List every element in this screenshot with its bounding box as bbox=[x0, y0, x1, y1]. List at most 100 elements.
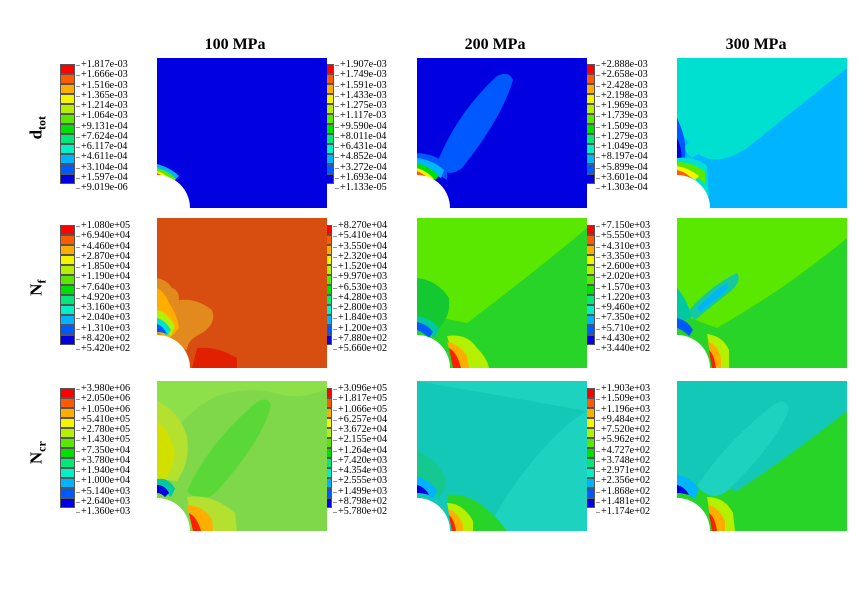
legend-value: +5.410e+05 bbox=[76, 414, 130, 425]
row-label-ncr: Ncr bbox=[26, 423, 49, 483]
legend-value: +4.354e+03 bbox=[333, 465, 387, 476]
legend-value: +1.049e-03 bbox=[596, 141, 648, 152]
legend-swatch bbox=[60, 154, 75, 164]
legend-value: +7.640e+03 bbox=[76, 282, 130, 293]
legend-value: +1.481e+02 bbox=[596, 496, 650, 507]
legend-value: +4.852e-04 bbox=[335, 151, 387, 162]
legend-value: +9.460e+02 bbox=[596, 302, 650, 313]
legend-value: +9.484e+02 bbox=[596, 414, 650, 425]
legend-swatch bbox=[60, 438, 75, 448]
legend-value: +1.516e-03 bbox=[76, 80, 128, 91]
legend-value: +2.428e-03 bbox=[596, 80, 648, 91]
legend-value: +1.050e+06 bbox=[76, 404, 130, 415]
legend-value: +7.520e+02 bbox=[596, 424, 650, 435]
legend-value: +5.410e+04 bbox=[333, 230, 387, 241]
legend-value: +2.155e+04 bbox=[333, 434, 387, 445]
legend-value: +3.601e-04 bbox=[596, 172, 648, 183]
legend-value: +1.365e-03 bbox=[76, 90, 128, 101]
legend-swatch bbox=[60, 398, 75, 408]
legend-value: +1.117e-03 bbox=[335, 110, 387, 121]
legend-value: +2.040e+03 bbox=[76, 312, 130, 323]
legend-value: +1.000e+04 bbox=[76, 475, 130, 486]
contour-plot-dtot-300mpa bbox=[677, 58, 847, 208]
legend-value: +1.433e-03 bbox=[335, 90, 387, 101]
legend-value: +5.962e+02 bbox=[596, 434, 650, 445]
legend-value: +6.117e-04 bbox=[76, 141, 128, 152]
legend-value: +7.150e+03 bbox=[596, 220, 650, 231]
legend-swatch bbox=[60, 74, 75, 84]
legend-value: +1.969e-03 bbox=[596, 100, 648, 111]
legend-value: +4.310e+03 bbox=[596, 241, 650, 252]
legend-value: +5.140e+03 bbox=[76, 486, 130, 497]
row-label-ncr-symbol: N bbox=[26, 451, 46, 465]
legend-swatch bbox=[60, 468, 75, 478]
legend-color-bar bbox=[60, 64, 75, 184]
legend-value: +5.710e+02 bbox=[596, 323, 650, 334]
legend-value: +1.570e+03 bbox=[596, 282, 650, 293]
legend-value: +1.430e+05 bbox=[76, 434, 130, 445]
legend-value: +1.907e-03 bbox=[335, 59, 387, 70]
legend-value: +1.360e+03 bbox=[76, 506, 130, 517]
legend-value: +6.940e+04 bbox=[76, 230, 130, 241]
legend-value: +1.080e+05 bbox=[76, 220, 130, 231]
legend-value: +1.597e-04 bbox=[76, 172, 128, 183]
row-label-dtot-symbol: d bbox=[26, 129, 46, 140]
legend-value: +1.066e+05 bbox=[333, 404, 387, 415]
legend-swatch bbox=[60, 174, 75, 184]
legend-swatch bbox=[60, 114, 75, 124]
legend-value: +2.658e-03 bbox=[596, 69, 648, 80]
legend-value: +6.530e+03 bbox=[333, 282, 387, 293]
row-label-nf: Nf bbox=[26, 258, 49, 318]
legend-swatch bbox=[60, 335, 75, 345]
legend-swatch bbox=[60, 134, 75, 144]
legend-swatch bbox=[60, 388, 75, 398]
legend-labels: +3.980e+06+2.050e+06+1.050e+06+5.410e+05… bbox=[76, 383, 130, 517]
legend-value: +3.272e-04 bbox=[335, 162, 387, 173]
legend-color-bar bbox=[60, 388, 75, 508]
legend-value: +2.971e+02 bbox=[596, 465, 650, 476]
legend-value: +3.748e+02 bbox=[596, 455, 650, 466]
legend-nf-300mpa: +7.150e+03+5.550e+03+4.310e+03+3.350e+03… bbox=[580, 220, 684, 356]
legend-value: +9.590e-04 bbox=[335, 121, 387, 132]
legend-swatch bbox=[60, 478, 75, 488]
legend-value: +7.350e+02 bbox=[596, 312, 650, 323]
legend-swatch bbox=[60, 408, 75, 418]
legend-value: +4.611e-04 bbox=[76, 151, 128, 162]
legend-value: +1.064e-03 bbox=[76, 110, 128, 121]
contour-plot-dtot-200mpa bbox=[417, 58, 587, 208]
legend-labels: +1.907e-03+1.749e-03+1.591e-03+1.433e-03… bbox=[335, 59, 387, 193]
legend-swatch bbox=[60, 94, 75, 104]
legend-value: +7.880e+02 bbox=[333, 333, 387, 344]
legend-value: +4.727e+02 bbox=[596, 445, 650, 456]
legend-swatch bbox=[60, 295, 75, 305]
legend-value: +1.940e+04 bbox=[76, 465, 130, 476]
legend-value: +1.264e+04 bbox=[333, 445, 387, 456]
row-label-nf-subscript: f bbox=[34, 279, 49, 284]
legend-swatch bbox=[60, 225, 75, 235]
legend-value: +5.550e+03 bbox=[596, 230, 650, 241]
legend-labels: +1.080e+05+6.940e+04+4.460e+04+2.870e+04… bbox=[76, 220, 130, 354]
legend-value: +2.320e+04 bbox=[333, 251, 387, 262]
legend-value: +2.356e+02 bbox=[596, 475, 650, 486]
row-label-dtot-subscript: tot bbox=[34, 115, 49, 130]
legend-value: +4.280e+03 bbox=[333, 292, 387, 303]
legend-value: +5.899e-04 bbox=[596, 162, 648, 173]
legend-value: +2.600e+03 bbox=[596, 261, 650, 272]
legend-value: +1.275e-03 bbox=[335, 100, 387, 111]
legend-swatch bbox=[60, 325, 75, 335]
legend-value: +9.131e-04 bbox=[76, 121, 128, 132]
legend-ncr-200mpa: +3.096e+05+1.817e+05+1.066e+05+6.257e+04… bbox=[317, 383, 421, 519]
legend-swatch bbox=[60, 285, 75, 295]
legend-value: +2.555e+03 bbox=[333, 475, 387, 486]
legend-labels: +1.903e+03+1.509e+03+1.196e+03+9.484e+02… bbox=[596, 383, 650, 517]
legend-value: +3.550e+04 bbox=[333, 241, 387, 252]
contour-plot-nf-200mpa bbox=[417, 218, 587, 368]
legend-value: +1.509e-03 bbox=[596, 121, 648, 132]
legend-value: +6.257e+04 bbox=[333, 414, 387, 425]
legend-value: +1.693e-04 bbox=[335, 172, 387, 183]
legend-value: +8.011e-04 bbox=[335, 131, 387, 142]
legend-swatch bbox=[60, 64, 75, 74]
legend-value: +2.198e-03 bbox=[596, 90, 648, 101]
legend-value: +1.200e+03 bbox=[333, 323, 387, 334]
legend-value: +3.780e+04 bbox=[76, 455, 130, 466]
